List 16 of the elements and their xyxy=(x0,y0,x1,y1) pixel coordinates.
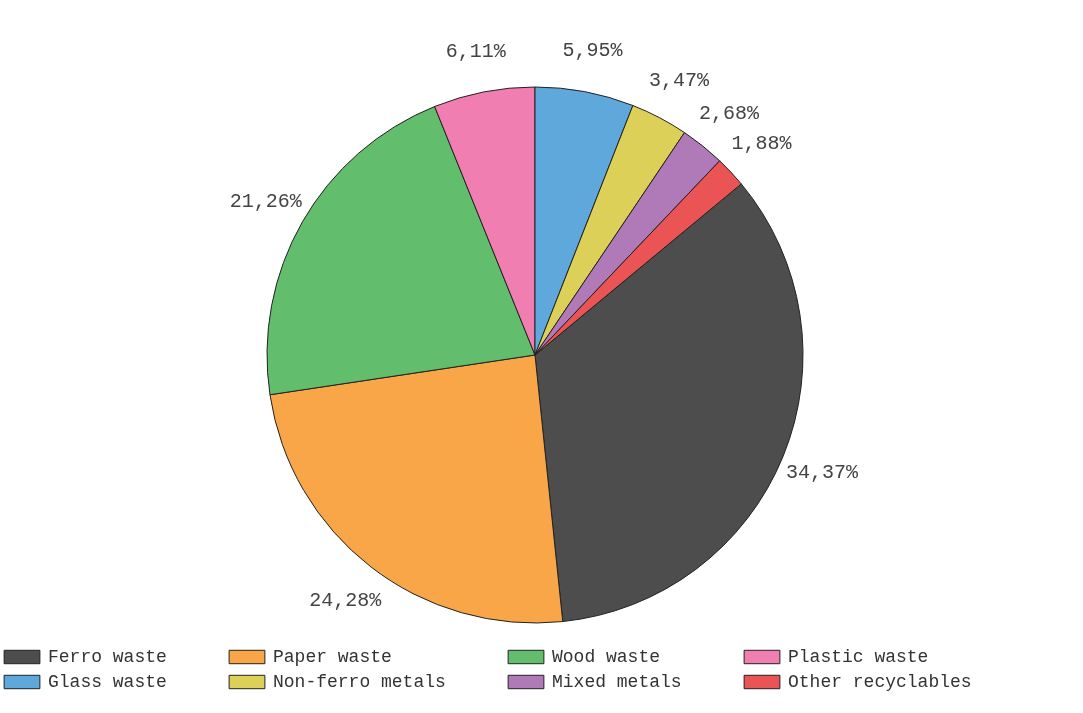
legend-label: Non-ferro metals xyxy=(273,672,446,692)
data-label: 5,95% xyxy=(562,39,624,63)
data-label: 3,47% xyxy=(648,69,710,93)
legend-label: Mixed metals xyxy=(552,672,682,692)
legend-label: Glass waste xyxy=(48,672,167,692)
legend-label: Paper waste xyxy=(273,647,392,667)
legend-label: Plastic waste xyxy=(788,647,929,667)
data-label: 34,37% xyxy=(786,461,860,485)
data-label: 1,88% xyxy=(731,132,793,156)
data-label: 2,68% xyxy=(698,102,760,126)
data-label: 6,11% xyxy=(445,39,507,63)
legend-label: Wood waste xyxy=(552,647,661,667)
legend-label: Other recyclables xyxy=(788,672,972,692)
data-label: 21,26% xyxy=(229,190,303,214)
data-label: 24,28% xyxy=(309,589,383,613)
legend-label: Ferro waste xyxy=(48,647,167,667)
